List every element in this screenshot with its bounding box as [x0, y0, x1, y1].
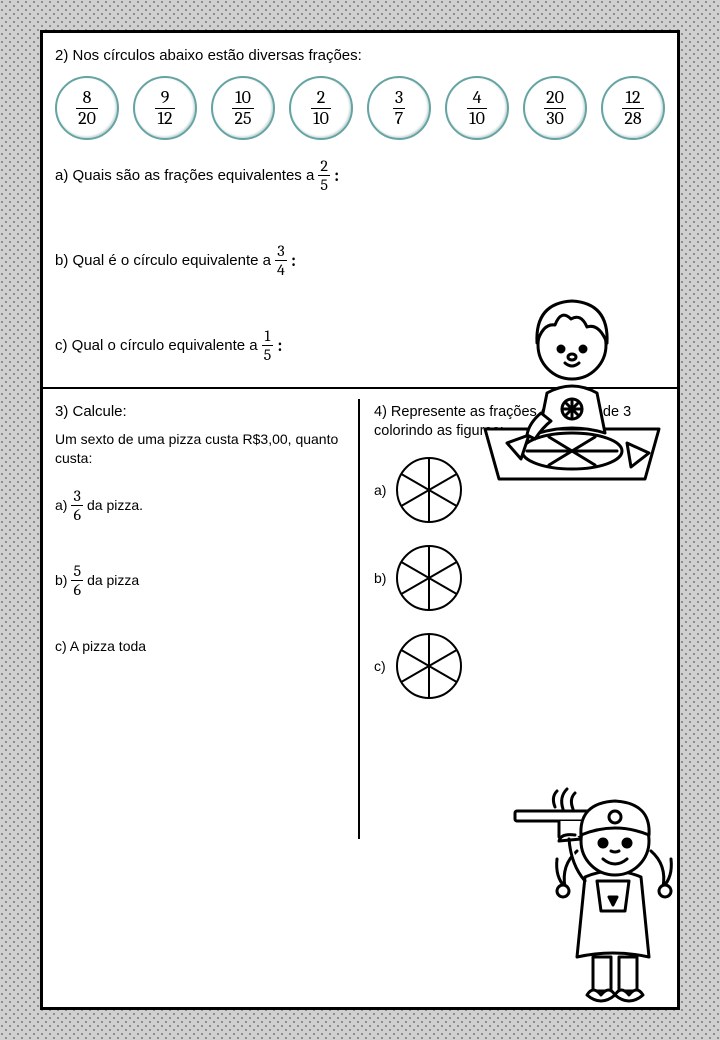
colon: :	[277, 335, 282, 356]
fraction-circle: 820	[55, 76, 119, 140]
fraction-circle: 210	[289, 76, 353, 140]
pie-6-slices	[394, 455, 464, 525]
q3c-text: c) A pizza toda	[55, 638, 146, 654]
q2a: a) Quais são as frações equivalentes a 2…	[55, 158, 665, 193]
q3a-label: a)	[55, 497, 67, 513]
q3b-label: b)	[55, 572, 67, 588]
boy-pizza-clipart	[477, 283, 667, 483]
q2c-text: c) Qual o círculo equivalente a	[55, 337, 258, 354]
q3-title: 3) Calcule:	[55, 403, 348, 420]
q4c: c)	[374, 631, 665, 701]
fraction-circle: 1025	[211, 76, 275, 140]
colon: :	[291, 250, 296, 271]
colon: :	[334, 165, 339, 186]
q3a-suffix: da pizza.	[87, 497, 143, 513]
q3a: a) 36 da pizza.	[55, 488, 348, 523]
fraction-circle: 2030	[523, 76, 587, 140]
q2a-text: a) Quais são as frações equivalentes a	[55, 167, 314, 184]
q3b-suffix: da pizza	[87, 572, 139, 588]
q2-title: 2) Nos círculos abaixo estão diversas fr…	[55, 47, 665, 64]
q3c: c) A pizza toda	[55, 638, 348, 654]
girl-pizza-clipart	[501, 781, 681, 1011]
q4c-label: c)	[374, 658, 386, 674]
q4a-label: a)	[374, 482, 386, 498]
pie-6-slices	[394, 543, 464, 613]
q3-intro: Um sexto de uma pizza custa R$3,00, quan…	[55, 430, 348, 468]
q2-circles-row: 820 912 1025 210 37 410 2030 1228	[55, 76, 665, 140]
q4b: b)	[374, 543, 665, 613]
q4b-label: b)	[374, 570, 386, 586]
q2b-text: b) Qual é o círculo equivalente a	[55, 252, 271, 269]
fraction-circle: 1228	[601, 76, 665, 140]
fraction-circle: 410	[445, 76, 509, 140]
q3b: b) 56 da pizza	[55, 563, 348, 598]
q2b: b) Qual é o círculo equivalente a 34 :	[55, 243, 665, 278]
fraction-circle: 912	[133, 76, 197, 140]
pie-6-slices	[394, 631, 464, 701]
fraction-circle: 37	[367, 76, 431, 140]
worksheet-page: 2) Nos círculos abaixo estão diversas fr…	[40, 30, 680, 1010]
q3-column: 3) Calcule: Um sexto de uma pizza custa …	[55, 399, 360, 839]
